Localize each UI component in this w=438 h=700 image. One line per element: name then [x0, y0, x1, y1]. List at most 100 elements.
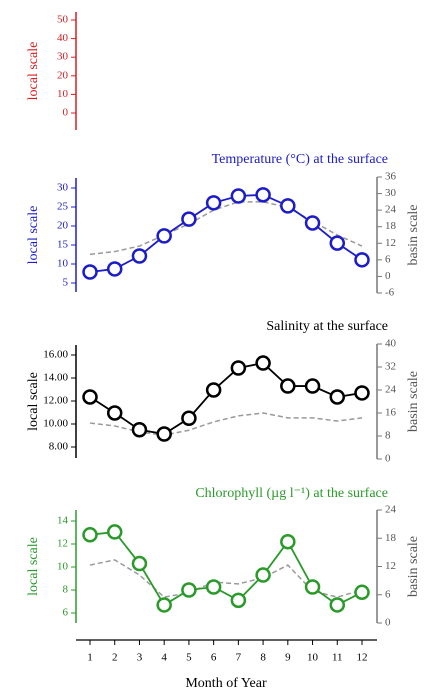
panel-title: Chlorophyll (µg l⁻¹) at the surface	[195, 486, 388, 501]
y2-tick-label: 24	[385, 384, 397, 396]
x-tick-label: 2	[112, 652, 118, 664]
y2-tick-label: 18	[385, 220, 397, 232]
basin-line	[89, 559, 363, 598]
point	[106, 405, 123, 421]
y2-tick-label: 0	[385, 453, 391, 465]
y2-tick-label: 40	[385, 338, 397, 350]
x-tick-label: 8	[260, 652, 266, 664]
y2-axis-label: basin scale	[406, 204, 421, 265]
y-tick-label: 20	[57, 220, 69, 232]
basin-line	[89, 201, 363, 256]
point	[230, 360, 247, 376]
y-tick-label: 25	[57, 201, 69, 213]
point	[230, 188, 247, 204]
y-tick-label: 8.00	[49, 441, 69, 453]
x-tick-label: 12	[357, 652, 368, 664]
panel-title: Salinity at the surface	[266, 319, 388, 334]
point	[304, 579, 321, 595]
y-tick-label: 15	[57, 239, 69, 251]
point	[280, 198, 296, 214]
x-tick-label: 4	[161, 652, 167, 664]
point	[181, 211, 197, 227]
point	[156, 597, 172, 613]
point	[82, 527, 98, 543]
point	[131, 422, 148, 438]
y2-tick-label: 0	[385, 617, 391, 629]
point	[156, 228, 172, 244]
y-tick-label: 40	[57, 32, 69, 44]
point	[255, 187, 271, 203]
point	[131, 248, 148, 264]
point	[181, 582, 197, 598]
y-axis-label: local scale	[26, 537, 41, 596]
y2-axis-label: basin scale	[406, 536, 421, 597]
point	[354, 584, 370, 601]
point	[255, 567, 271, 583]
point	[354, 252, 370, 268]
y2-tick-label: 12	[385, 560, 396, 572]
series-line	[89, 530, 363, 607]
y-axis-label: local scale	[26, 206, 41, 265]
y-tick-label: 20	[57, 69, 69, 81]
y-tick-label: 14	[57, 515, 69, 527]
y-tick-label: 30	[57, 182, 69, 194]
y-tick-label: 12.00	[43, 395, 68, 407]
point	[280, 378, 296, 394]
point	[205, 579, 222, 595]
y-tick-label: 0	[63, 107, 69, 119]
y2-tick-label: 36	[385, 171, 397, 183]
y2-tick-label: 8	[385, 430, 391, 442]
y2-tick-label: 32	[385, 361, 396, 373]
point	[106, 261, 123, 277]
x-tick-label: 3	[137, 652, 143, 664]
x-tick-label: 11	[332, 652, 343, 664]
y2-tick-label: 6	[385, 588, 391, 600]
y2-tick-label: 16	[385, 407, 397, 419]
point	[329, 597, 346, 613]
x-tick-label: 7	[236, 652, 242, 664]
y2-axis-label: basin scale	[406, 371, 421, 432]
y2-tick-label: 0	[385, 270, 391, 282]
series-line	[89, 362, 363, 435]
x-tick-label: 10	[307, 652, 319, 664]
y-tick-label: 14.00	[43, 372, 68, 384]
x-tick-label: 5	[186, 652, 192, 664]
point	[205, 382, 222, 398]
panel-title: Temperature (°C) at the surface	[212, 152, 388, 167]
y-tick-label: 8	[63, 584, 69, 596]
x-tick-label: 6	[211, 652, 217, 664]
point	[230, 592, 247, 609]
point	[329, 235, 346, 251]
y-axis-label: local scale	[26, 372, 41, 431]
y-axis-label: local scale	[26, 42, 41, 101]
point	[156, 426, 172, 442]
y2-tick-label: 24	[385, 504, 397, 516]
point	[131, 555, 148, 572]
y2-tick-label: 6	[385, 253, 391, 265]
point	[205, 195, 222, 211]
point	[304, 378, 321, 394]
point	[255, 355, 271, 371]
x-axis-label: Month of Year	[185, 676, 267, 691]
x-tick-label: 1	[87, 652, 93, 664]
point	[82, 264, 98, 280]
point	[82, 389, 98, 405]
point	[304, 215, 321, 231]
y2-tick-label: 24	[385, 204, 397, 216]
y2-tick-label: 12	[385, 237, 396, 249]
y-tick-label: 5	[63, 277, 69, 289]
y-tick-label: 30	[57, 51, 69, 63]
y2-tick-label: -6	[385, 287, 395, 299]
y-tick-label: 10	[57, 258, 69, 270]
point	[329, 389, 346, 405]
y-tick-label: 10	[57, 88, 69, 100]
point	[354, 385, 370, 401]
y2-tick-label: 18	[385, 532, 397, 544]
y-tick-label: 10	[57, 561, 69, 573]
point	[181, 410, 197, 426]
y2-tick-label: 30	[385, 187, 397, 199]
x-tick-label: 9	[285, 652, 291, 664]
y-tick-label: 16.00	[43, 349, 68, 361]
point	[280, 533, 296, 550]
